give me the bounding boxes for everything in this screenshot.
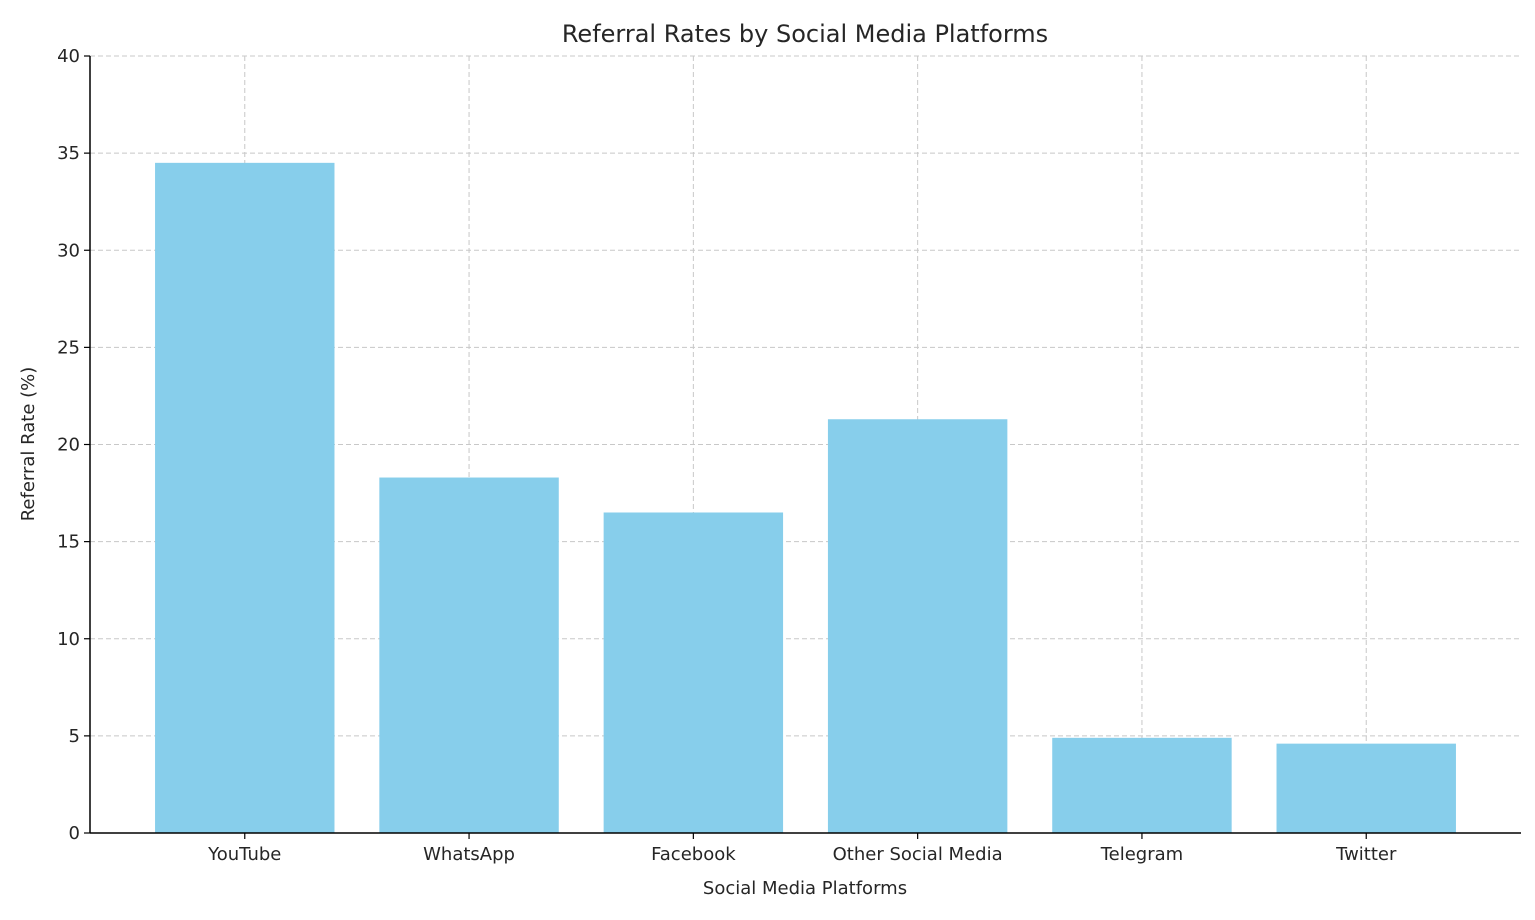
y-tick-label: 10 (57, 629, 80, 650)
bar-twitter (1276, 743, 1456, 833)
y-tick-label: 5 (69, 726, 80, 747)
x-axis-label: Social Media Platforms (703, 878, 907, 899)
y-tick-label: 25 (57, 337, 80, 358)
x-tick-label: Other Social Media (833, 844, 1003, 865)
x-tick-label: Facebook (651, 844, 736, 865)
y-tick-label: 20 (57, 435, 80, 456)
bar-facebook (603, 512, 784, 833)
x-tick-label: Telegram (1100, 844, 1183, 865)
grid (90, 55, 1521, 834)
x-tick-label: WhatsApp (423, 844, 515, 865)
x-tick-label: Twitter (1335, 844, 1397, 865)
x-tick-label: YouTube (207, 844, 281, 865)
bar-whatsapp (379, 477, 559, 833)
y-tick-label: 0 (69, 823, 80, 844)
bar-youtube (155, 162, 335, 833)
y-tick-label: 35 (57, 143, 80, 164)
chart-title: Referral Rates by Social Media Platforms (562, 20, 1048, 48)
ticks: 0 5 10 15 20 25 30 35 40 YouTube WhatsApp Facebook O… (57, 46, 1397, 865)
bars (155, 162, 1456, 833)
y-axis-label: Referral Rate (%) (18, 367, 39, 522)
bar-other-social-media (827, 419, 1008, 833)
y-tick-label: 40 (57, 46, 80, 67)
bar-telegram (1052, 737, 1232, 833)
y-tick-label: 30 (57, 240, 80, 261)
y-tick-label: 15 (57, 532, 80, 553)
